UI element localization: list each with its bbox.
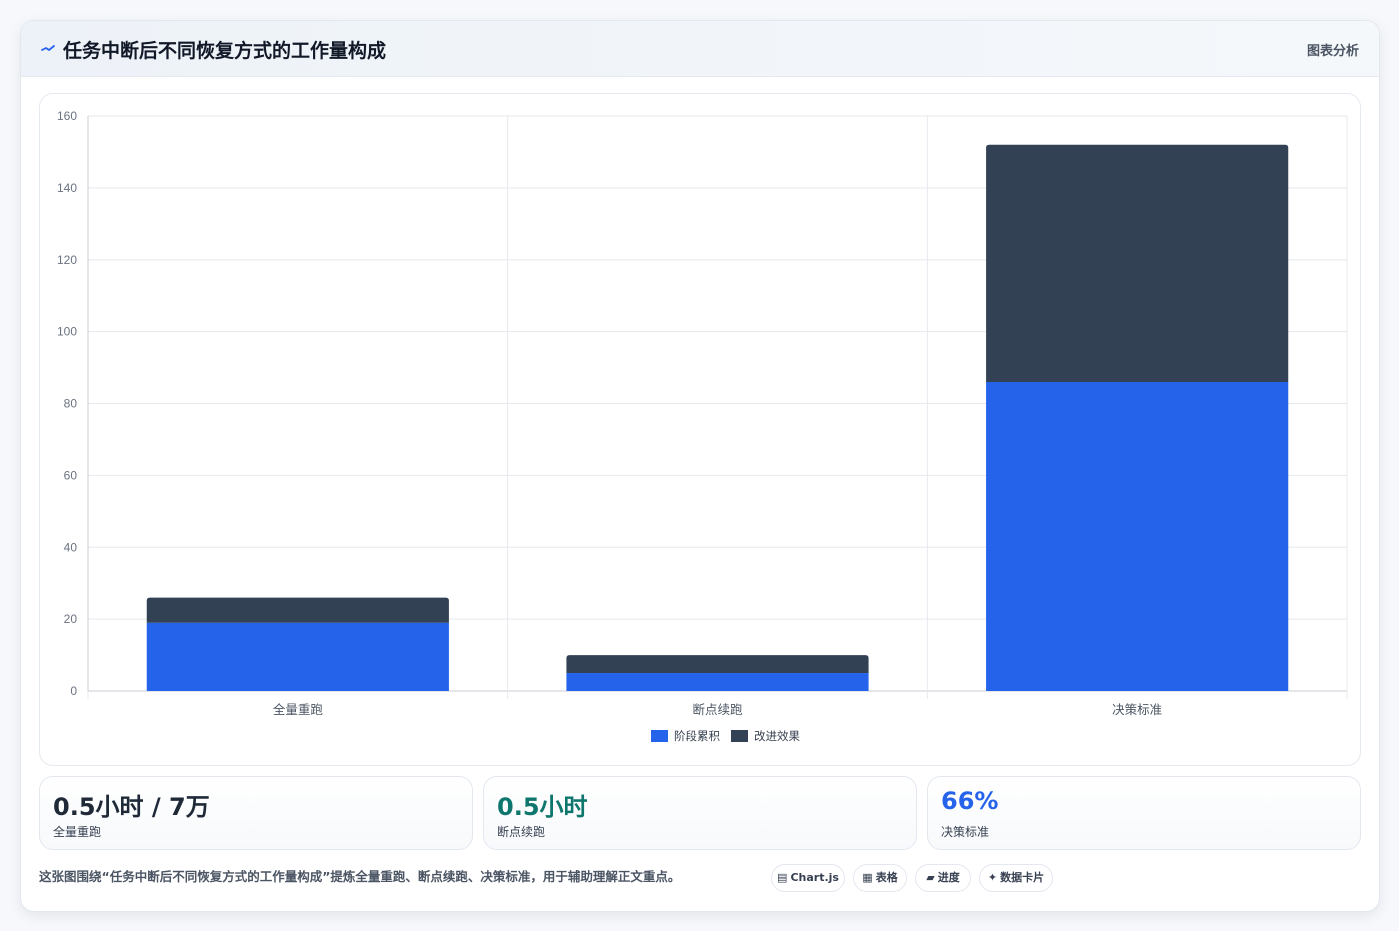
chart-analysis-tag[interactable]: 图表分析 xyxy=(1306,44,1359,59)
chip-label: Chart.js xyxy=(790,871,839,884)
footer-note: 这张图围绕“任务中断后不同恢复方式的工作量构成”提炼全量重跑、断点续跑、决策标准… xyxy=(39,869,681,884)
bar-segment xyxy=(146,622,449,691)
y-tick-label: 140 xyxy=(57,181,77,195)
y-tick-label: 60 xyxy=(64,468,78,482)
stat-value: 0.5小时 xyxy=(497,793,588,821)
chart-area: 0 20 40 60 80 100 120 140 160 全量重跑 断点续跑 决策标准阶段累积 改进效… xyxy=(39,93,1361,766)
y-tick-label: 80 xyxy=(64,397,78,411)
progress-icon: ▰ xyxy=(926,871,935,884)
stat-label: 全量重跑 xyxy=(53,825,102,839)
y-tick-label: 20 xyxy=(64,612,78,626)
y-tick-label: 120 xyxy=(57,253,77,267)
table-icon: ▦ xyxy=(862,871,873,884)
card-header: 任务中断后不同恢复方式的工作量构成 图表分析 xyxy=(21,21,1379,77)
pulse-icon xyxy=(41,45,55,52)
bar-segment xyxy=(566,655,869,674)
sparkle-icon: ✦ xyxy=(987,871,998,884)
legend-label: 阶段累积 xyxy=(674,729,720,743)
chip-label: 表格 xyxy=(875,871,898,884)
chart-title: 任务中断后不同恢复方式的工作量构成 xyxy=(63,40,387,62)
stat-value: 0.5小时 / 7万 xyxy=(53,793,210,821)
y-tick-label: 160 xyxy=(57,109,77,123)
stat-label: 断点续跑 xyxy=(497,825,546,839)
y-tick-label: 0 xyxy=(70,684,77,698)
chip-chartjs[interactable]: ▤ Chart.js xyxy=(771,864,845,892)
bar-segment xyxy=(566,673,869,691)
chart-icon: ▤ xyxy=(777,871,788,884)
chip-data-card[interactable]: ✦ 数据卡片 xyxy=(979,864,1053,892)
chart-card: 任务中断后不同恢复方式的工作量构成 图表分析 0 20 40 60 80 100 120 14… xyxy=(20,20,1380,912)
legend-label: 改进效果 xyxy=(754,729,800,743)
stat-card-decision: 66% 决策标准 xyxy=(927,776,1361,850)
chip-progress[interactable]: ▰ 进度 xyxy=(915,864,971,892)
x-tick-label: 断点续跑 xyxy=(692,702,743,717)
bar-segment xyxy=(986,381,1289,691)
chip-label: 数据卡片 xyxy=(1000,871,1045,884)
y-tick-label: 100 xyxy=(57,325,77,339)
stat-label: 决策标准 xyxy=(941,825,990,839)
bar-segment xyxy=(986,144,1289,382)
chip-table[interactable]: ▦ 表格 xyxy=(853,864,907,892)
chip-label: 进度 xyxy=(937,871,960,884)
stat-value: 66% xyxy=(941,787,999,815)
stat-card-full-rerun: 0.5小时 / 7万 全量重跑 xyxy=(39,776,473,850)
x-tick-label: 全量重跑 xyxy=(273,702,324,717)
stat-card-resume: 0.5小时 断点续跑 xyxy=(483,776,917,850)
legend-swatch xyxy=(731,730,748,742)
legend-swatch xyxy=(651,730,668,742)
bar-segment xyxy=(146,597,449,623)
x-tick-label: 决策标准 xyxy=(1112,702,1162,717)
y-tick-label: 40 xyxy=(64,540,78,554)
